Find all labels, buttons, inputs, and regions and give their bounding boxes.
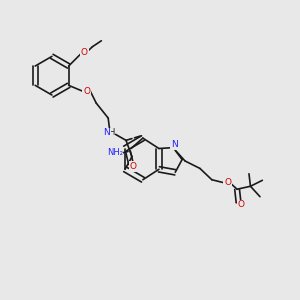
Text: N: N bbox=[103, 128, 110, 137]
Text: O: O bbox=[83, 87, 90, 96]
Text: O: O bbox=[238, 200, 244, 209]
Text: N: N bbox=[171, 140, 178, 149]
Text: O: O bbox=[81, 48, 88, 57]
Text: H: H bbox=[108, 128, 114, 137]
Text: O: O bbox=[130, 162, 137, 171]
Text: NH₂: NH₂ bbox=[106, 148, 123, 158]
Text: O: O bbox=[224, 178, 231, 187]
